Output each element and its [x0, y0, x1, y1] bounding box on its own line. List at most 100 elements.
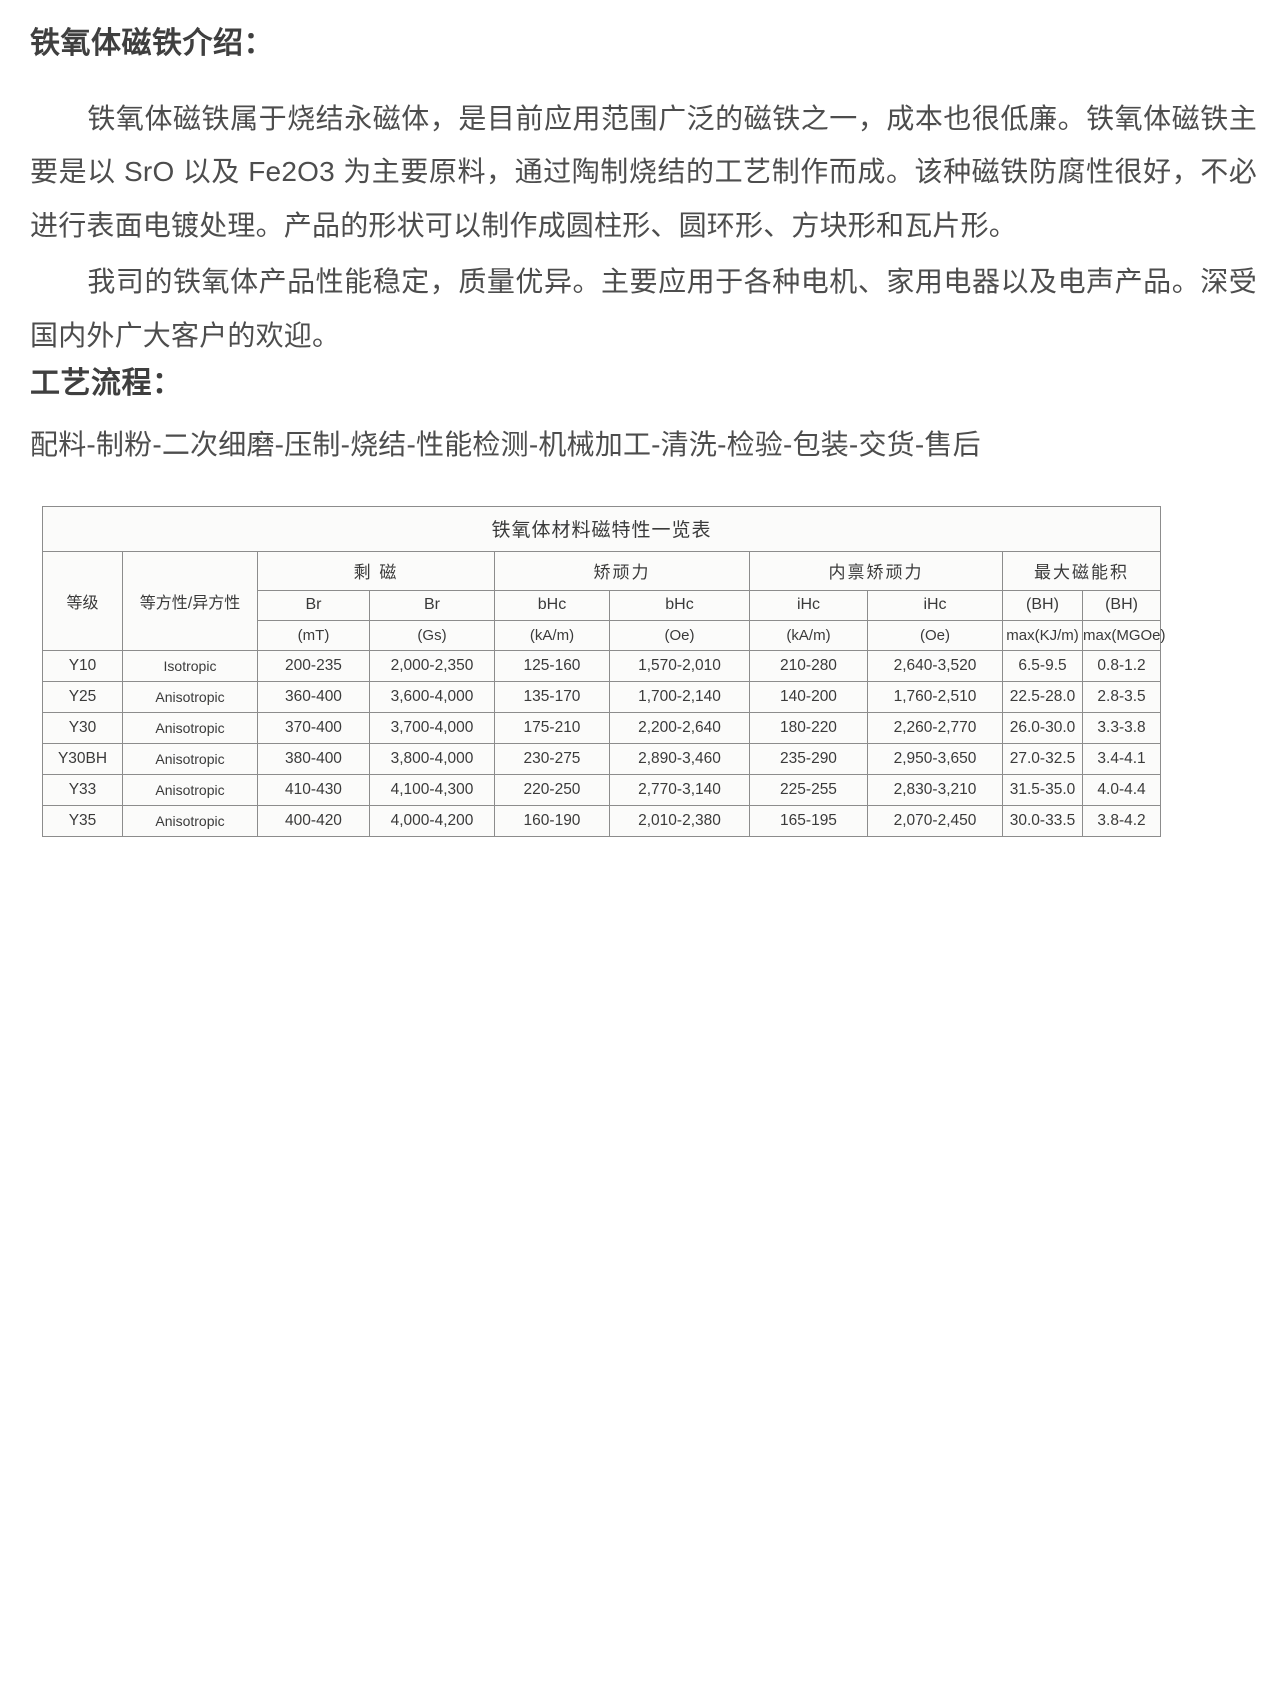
cell-bh-kjm: 22.5-28.0 [1002, 680, 1083, 713]
cell-bh-mgoe: 2.8-3.5 [1081, 680, 1162, 713]
intro-paragraph: 铁氧体磁铁属于烧结永磁体，是目前应用范围广泛的磁铁之一，成本也很低廉。铁氧体磁铁… [30, 102, 1257, 242]
cell-grade: Y30 [42, 711, 123, 744]
table-row: Y30 Anisotropic 370-400 3,700-4,000 175-… [42, 711, 1162, 744]
cell-bh-mgoe: 3.8-4.2 [1081, 804, 1162, 837]
cell-br-gs: 3,600-4,000 [369, 680, 495, 713]
col-symbol-br-mt: Br [257, 589, 370, 621]
col-unit-bhc-oe: (Oe) [609, 619, 750, 651]
cell-bh-mgoe: 3.3-3.8 [1081, 711, 1162, 744]
table-row: Y33 Anisotropic 410-430 4,100-4,300 220-… [42, 773, 1162, 806]
cell-br-mt: 200-235 [257, 649, 370, 682]
table-row: Y35 Anisotropic 400-420 4,000-4,200 160-… [42, 804, 1162, 837]
col-symbol-bhc-kam: bHc [494, 589, 610, 621]
cell-bhc-kam: 125-160 [494, 649, 610, 682]
unit-header-row: (mT) (Gs) (kA/m) (Oe) (kA/m) (Oe) max(KJ… [43, 619, 1166, 651]
spec-table-wrapper: 铁氧体材料磁特性一览表 等级 等方性/异方性 剩 磁 矫顽力 内禀矫顽力 最大磁… [41, 505, 1166, 837]
col-unit-ihc-kam: (kA/m) [749, 619, 868, 651]
cell-ihc-kam: 140-200 [749, 680, 868, 713]
group-header-row: 等级 等方性/异方性 剩 磁 矫顽力 内禀矫顽力 最大磁能积 [42, 550, 1162, 651]
table-head: 铁氧体材料磁特性一览表 等级 等方性/异方性 剩 磁 矫顽力 内禀矫顽力 最大磁… [41, 505, 1166, 651]
cell-bh-kjm: 27.0-32.5 [1002, 742, 1083, 775]
cell-bhc-oe: 1,700-2,140 [609, 680, 750, 713]
cell-grade: Y25 [42, 680, 123, 713]
cell-bhc-oe: 1,570-2,010 [609, 649, 750, 682]
col-unit-bh-kjm: max(KJ/m) [1002, 619, 1083, 651]
col-symbol-ihc-oe: iHc [867, 589, 1003, 621]
col-symbol-ihc-kam: iHc [749, 589, 868, 621]
col-group-intrinsic-coercivity: 内禀矫顽力 [749, 550, 1003, 591]
cell-ihc-oe: 2,950-3,650 [867, 742, 1003, 775]
col-group-coercivity: 矫顽力 [494, 550, 750, 591]
cell-br-mt: 400-420 [257, 804, 370, 837]
cell-ihc-kam: 180-220 [749, 711, 868, 744]
cell-ihc-oe: 2,830-3,210 [867, 773, 1003, 806]
col-unit-br-mt: (mT) [257, 619, 370, 651]
cell-bh-kjm: 26.0-30.0 [1002, 711, 1083, 744]
cell-grade: Y10 [42, 649, 123, 682]
col-unit-br-gs: (Gs) [369, 619, 495, 651]
cell-br-mt: 410-430 [257, 773, 370, 806]
cell-br-mt: 370-400 [257, 711, 370, 744]
cell-bhc-kam: 135-170 [494, 680, 610, 713]
col-unit-ihc-oe: (Oe) [867, 619, 1003, 651]
col-header-anisotropy: 等方性/异方性 [122, 550, 258, 651]
cell-br-mt: 380-400 [257, 742, 370, 775]
cell-bhc-kam: 230-275 [494, 742, 610, 775]
col-symbol-bh-kjm: (BH) [1002, 589, 1083, 621]
symbol-header-row: Br Br bHc bHc iHc iHc (BH) (BH) [43, 589, 1162, 621]
cell-br-gs: 4,100-4,300 [369, 773, 495, 806]
col-group-max-energy-product: 最大磁能积 [1001, 550, 1162, 591]
table-body: Y10 Isotropic 200-235 2,000-2,350 125-16… [42, 649, 1162, 837]
cell-ihc-kam: 225-255 [749, 773, 868, 806]
table-row: Y25 Anisotropic 360-400 3,600-4,000 135-… [42, 680, 1162, 713]
cell-br-gs: 3,700-4,000 [369, 711, 495, 744]
cell-bhc-oe: 2,010-2,380 [609, 804, 750, 837]
cell-bhc-oe: 2,890-3,460 [609, 742, 750, 775]
cell-ihc-oe: 2,260-2,770 [867, 711, 1003, 744]
col-header-grade: 等级 [42, 550, 123, 651]
cell-ihc-oe: 2,640-3,520 [867, 649, 1003, 682]
cell-br-gs: 4,000-4,200 [369, 804, 495, 837]
cell-grade: Y35 [42, 804, 123, 837]
cell-ihc-kam: 165-195 [749, 804, 868, 837]
table-row: Y30BH Anisotropic 380-400 3,800-4,000 23… [42, 742, 1162, 775]
cell-anisotropy: Anisotropic [122, 742, 258, 775]
table-title-row: 铁氧体材料磁特性一览表 [41, 505, 1162, 552]
col-unit-bh-mgoe: max(MGOe) [1081, 619, 1166, 651]
cell-bh-kjm: 6.5-9.5 [1002, 649, 1083, 682]
cell-ihc-oe: 2,070-2,450 [867, 804, 1003, 837]
table-row: Y10 Isotropic 200-235 2,000-2,350 125-16… [42, 649, 1162, 682]
cell-anisotropy: Anisotropic [122, 804, 258, 837]
cell-bh-kjm: 30.0-33.5 [1002, 804, 1083, 837]
cell-anisotropy: Anisotropic [122, 711, 258, 744]
cell-anisotropy: Anisotropic [122, 773, 258, 806]
cell-ihc-kam: 235-290 [749, 742, 868, 775]
col-group-remanence: 剩 磁 [257, 550, 495, 591]
process-flow-text: 配料-制粉-二次细磨-压制-烧结-性能检测-机械加工-清洗-检验-包装-交货-售… [30, 428, 981, 460]
cell-br-gs: 2,000-2,350 [369, 649, 495, 682]
application-paragraph: 我司的铁氧体产品性能稳定，质量优异。主要应用于各种电机、家用电器以及电声产品。深… [30, 265, 1257, 351]
cell-br-mt: 360-400 [257, 680, 370, 713]
table-title: 铁氧体材料磁特性一览表 [41, 505, 1162, 552]
section-title-process: 工艺流程： [30, 367, 183, 401]
cell-bhc-oe: 2,770-3,140 [609, 773, 750, 806]
cell-ihc-kam: 210-280 [749, 649, 868, 682]
ferrite-spec-table: 铁氧体材料磁特性一览表 等级 等方性/异方性 剩 磁 矫顽力 内禀矫顽力 最大磁… [41, 505, 1166, 837]
col-symbol-br-gs: Br [369, 589, 495, 621]
cell-anisotropy: Anisotropic [122, 680, 258, 713]
col-symbol-bhc-oe: bHc [609, 589, 750, 621]
cell-bhc-kam: 220-250 [494, 773, 610, 806]
cell-ihc-oe: 1,760-2,510 [867, 680, 1003, 713]
page-title-intro: 铁氧体磁铁介绍： [30, 27, 274, 60]
cell-anisotropy: Isotropic [122, 649, 258, 682]
cell-bh-mgoe: 0.8-1.2 [1081, 649, 1162, 682]
cell-grade: Y30BH [42, 742, 123, 775]
col-unit-bhc-kam: (kA/m) [494, 619, 610, 651]
cell-bhc-kam: 160-190 [494, 804, 610, 837]
cell-br-gs: 3,800-4,000 [369, 742, 495, 775]
cell-grade: Y33 [42, 773, 123, 806]
cell-bh-mgoe: 4.0-4.4 [1081, 773, 1162, 806]
cell-bh-kjm: 31.5-35.0 [1002, 773, 1083, 806]
col-symbol-bh-mgoe: (BH) [1081, 589, 1162, 621]
